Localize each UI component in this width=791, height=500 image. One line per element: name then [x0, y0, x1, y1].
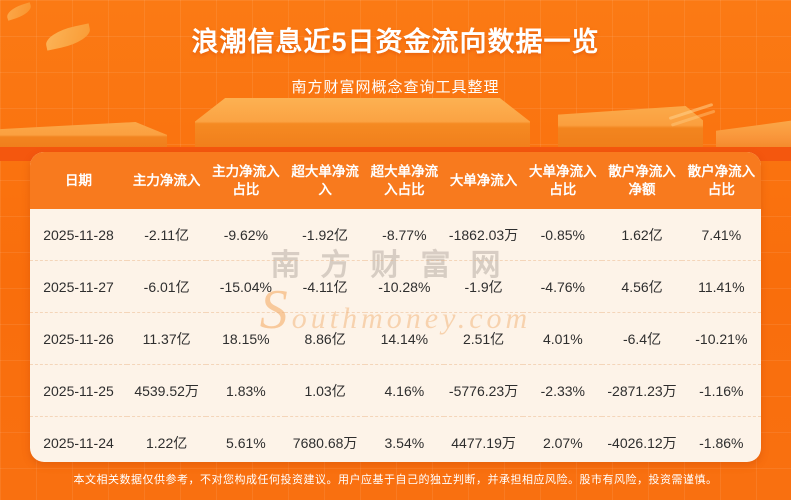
column-header: 散户净流入 净额 [602, 152, 682, 209]
table-cell: -2871.23万 [602, 364, 682, 417]
table-cell: -2.33% [523, 364, 603, 417]
table-cell: -4.11亿 [285, 260, 365, 313]
podium-decoration [195, 98, 530, 154]
table-cell: -6.01亿 [127, 260, 207, 313]
table-cell: -15.04% [206, 260, 286, 313]
table-cell: 11.41% [681, 260, 761, 313]
column-header: 大单净流入 [443, 152, 524, 209]
table-body: 2025-11-28 -2.11亿 -9.62% -1.92亿 -8.77% -1862.… [30, 209, 761, 462]
leaf-icon [4, 2, 34, 21]
table-cell: 1.03亿 [285, 364, 365, 417]
table-cell: 4539.52万 [127, 364, 207, 417]
table-cell: 7680.68万 [285, 416, 365, 462]
table-cell: 4.01% [523, 312, 603, 365]
column-header: 主力净流入 占比 [206, 152, 286, 209]
table-cell: -1.86% [681, 416, 761, 462]
table-cell: 7.41% [701, 226, 742, 243]
table-cell: 14.14% [364, 312, 444, 365]
table-cell: -6.4亿 [602, 312, 682, 365]
table-cell: 2025-11-24 [30, 416, 128, 462]
table-row: 2025-11-28 -2.11亿 -9.62% -1.92亿 -8.77% -1862.… [30, 209, 761, 261]
disclaimer-text: 本文相关数据仅供参考，不对您构成任何投资建议。用户应基于自己的独立判断，并承担相… [73, 474, 718, 486]
table-cell: 18.15% [206, 312, 286, 365]
table-header: 日期 主力净流入 主力净流入 占比 超大单净流 入超大单净流 入占比 大单净流入 大单净流… [30, 152, 761, 209]
column-header: 超大单净流 入 [285, 152, 365, 209]
table-cell: 4.56亿 [602, 260, 682, 313]
table-cell: -0.85% [540, 226, 585, 243]
table-cell: 1.22亿 [127, 416, 207, 462]
table-cell: 4.16% [364, 364, 444, 417]
table-cell: -1.16% [681, 364, 761, 417]
table-cell: 2025-11-28 [43, 226, 114, 243]
table-cell: -9.62% [223, 226, 269, 243]
table-cell: 5.61% [206, 416, 286, 462]
table-cell: 2025-11-26 [30, 312, 128, 365]
column-header: 主力净流入 [127, 152, 207, 209]
table-cell: -1.9亿 [443, 260, 524, 313]
fund-flow-table: 南方财富网 Southmoney.com 日期 主力净流入 主力净流入 占比 超大单净… [30, 152, 761, 462]
table-cell: 2.51亿 [443, 312, 524, 365]
table-cell: 8.86亿 [285, 312, 365, 365]
table-row: 2025-11-27 -6.01亿 -15.04% -4.11亿 -10.28% -1.9… [30, 260, 761, 313]
table-cell: 11.37亿 [127, 312, 207, 365]
table-cell: -1.92亿 [302, 226, 349, 243]
table-cell: 4477.19万 [443, 416, 524, 462]
table-cell: 2.07% [523, 416, 603, 462]
table-cell: 1.83% [206, 364, 286, 417]
page-title: 浪潮信息近5日资金流向数据一览 [191, 27, 600, 57]
table-row: 2025-11-26 11.37亿 18.15% 8.86亿 14.14% 2.51亿 4.… [30, 312, 761, 365]
table-cell: -5776.23万 [443, 364, 524, 417]
column-header: 大单净流入 占比 [523, 152, 603, 209]
column-header: 散户净流入 占比 [681, 152, 761, 209]
table-header-row: 日期 主力净流入 主力净流入 占比 超大单净流 入超大单净流 入占比 大单净流入 大单净流… [30, 152, 761, 209]
column-header: 日期 [30, 152, 128, 209]
table-cell: 1.62亿 [621, 226, 663, 243]
page-subtitle: 南方财富网概念查询工具整理 [291, 79, 500, 96]
table-cell: 2025-11-25 [30, 364, 128, 417]
table-row: 2025-11-24 1.22亿 5.61% 7680.68万 3.54% 4477.19… [30, 416, 761, 462]
table-cell: -2.11亿 [144, 226, 190, 243]
table-cell: -1862.03万 [448, 226, 519, 243]
table-cell: -10.21% [681, 312, 761, 365]
fund-flow-data-table: 日期 主力净流入 主力净流入 占比 超大单净流 入超大单净流 入占比 大单净流入 大单净流… [30, 152, 761, 462]
column-header: 超大单净流 入占比 [364, 152, 444, 209]
table-cell: -8.77% [382, 226, 427, 243]
table-cell: 2025-11-27 [30, 260, 128, 313]
table-cell: -4026.12万 [602, 416, 682, 462]
table-cell: 3.54% [364, 416, 444, 462]
table-cell: -10.28% [364, 260, 444, 313]
table-row: 2025-11-25 4539.52万 1.83% 1.03亿 4.16% -5776.2… [30, 364, 761, 417]
table-cell: -4.76% [523, 260, 603, 313]
